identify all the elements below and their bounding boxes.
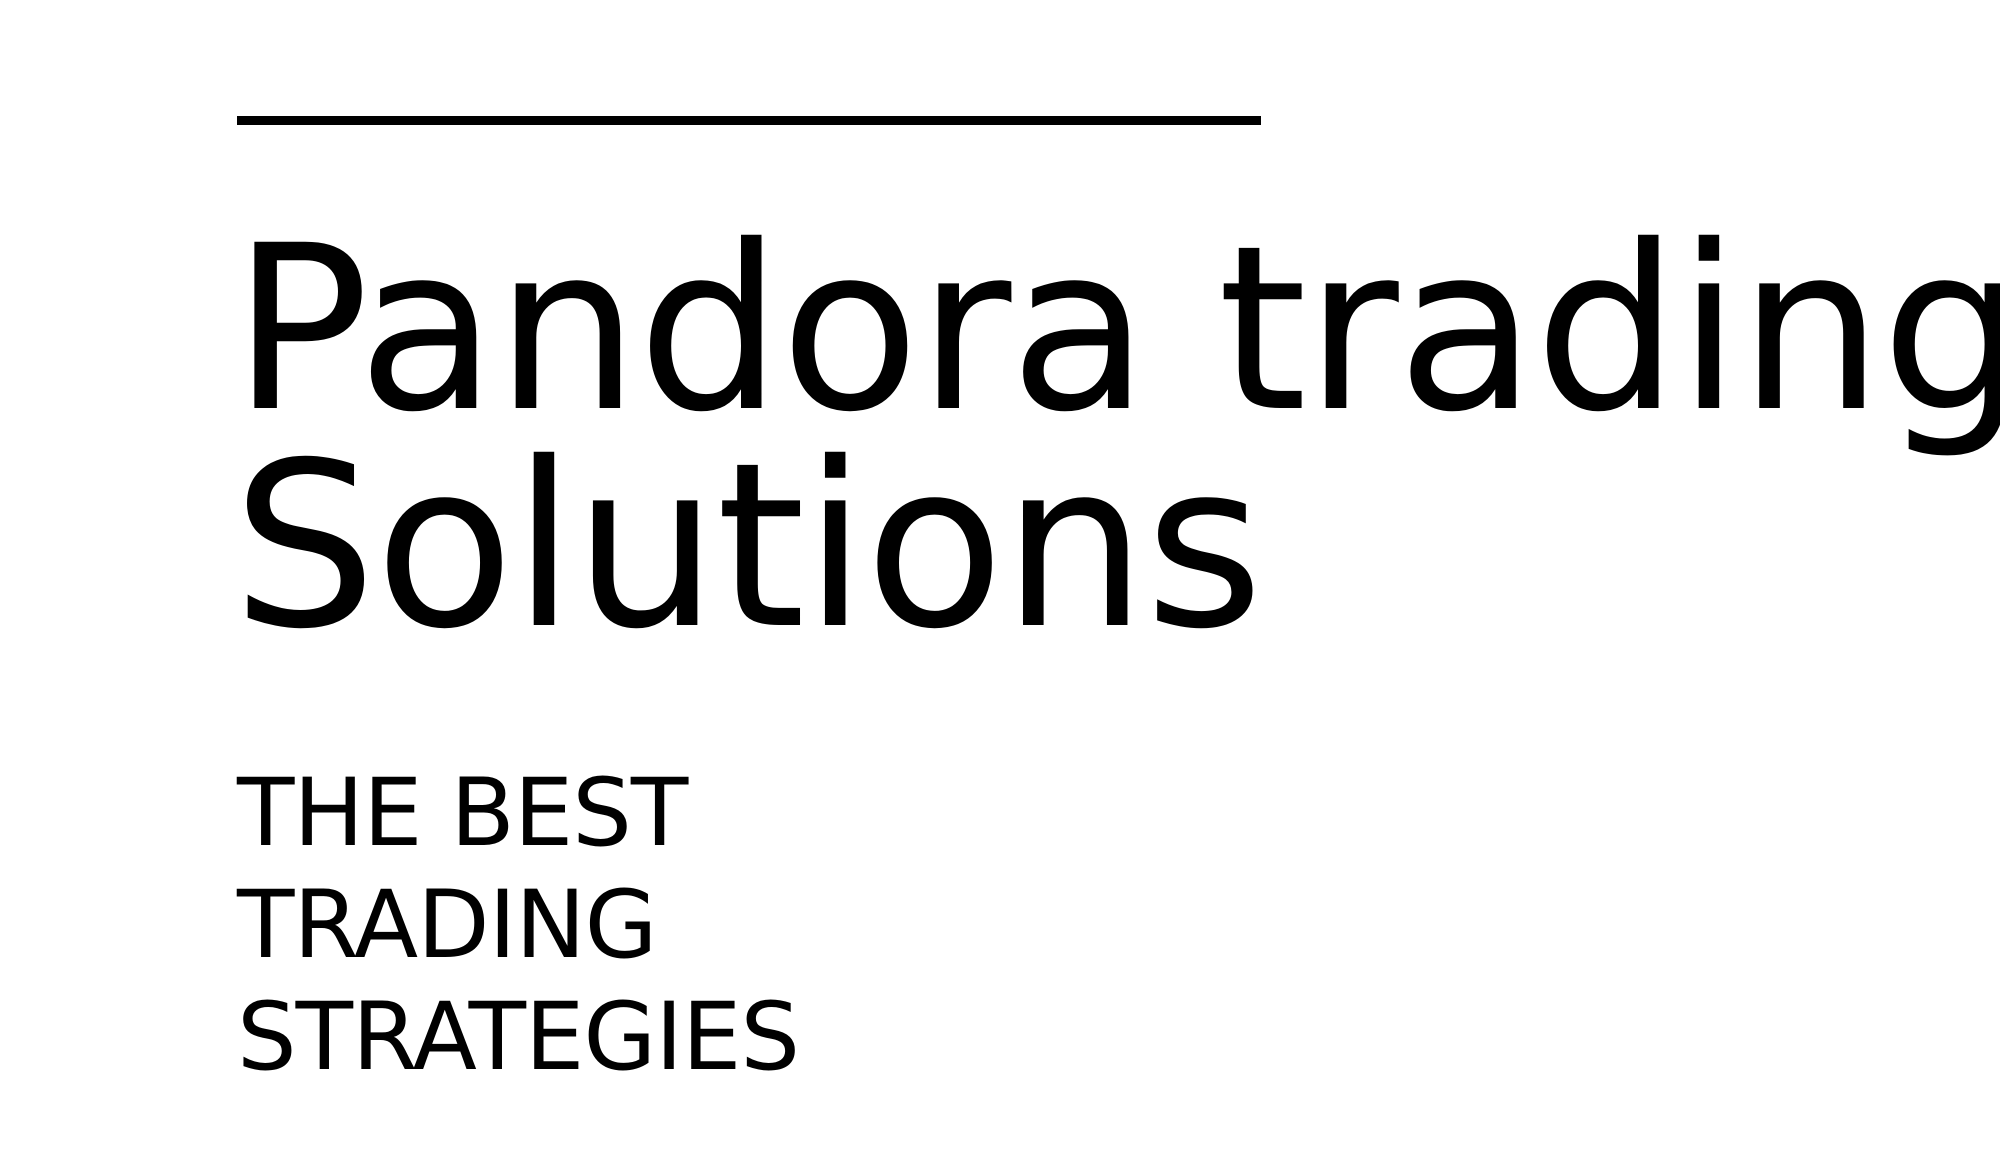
tagline-line-3: STRATEGIES [237,983,800,1092]
brand-title-line-1: Pandora trading [232,196,2000,462]
tagline: THE BEST TRADING STRATEGIES [237,758,800,1094]
tagline-line-1: THE BEST [237,759,688,868]
brand-title-line-2: Solutions [232,413,1264,679]
tagline-line-2: TRADING [237,871,658,980]
top-divider [237,116,1261,125]
